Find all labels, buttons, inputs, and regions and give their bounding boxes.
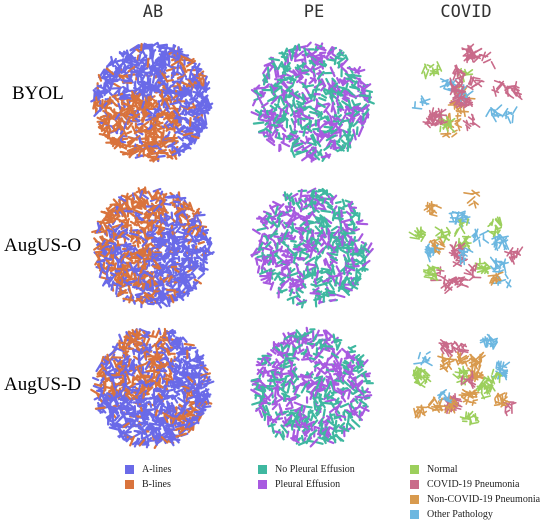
swatch-covid <box>410 480 419 489</box>
row-title-augus-o: AugUS-O <box>4 235 82 256</box>
swatch-other <box>410 510 419 519</box>
row-title-byol: BYOL <box>12 83 64 104</box>
scatter-panel-2-1 <box>408 189 524 295</box>
legend-label: No Pleural Effusion <box>275 464 355 475</box>
swatch-pe <box>258 480 267 489</box>
legend-label: Non-COVID-19 Pneumonia <box>427 494 541 505</box>
scatter-panel-2-2 <box>412 333 517 426</box>
legend-item-other-pathology: Other Pathology <box>410 508 540 521</box>
legend-pe: No Pleural Effusion Pleural Effusion <box>258 463 355 493</box>
legend-label: B-lines <box>142 479 171 490</box>
scatter-panel-1-1 <box>250 187 374 309</box>
legend-label: Normal <box>427 464 458 475</box>
legend-label: COVID-19 Pneumonia <box>427 479 520 490</box>
scatter-panel-1-0 <box>250 41 375 163</box>
column-title-ab: AB <box>142 2 164 22</box>
swatch-a-lines <box>125 465 134 474</box>
legend-item-covid-19-pneumonia: COVID-19 Pneumonia <box>410 478 540 491</box>
legend-label: Other Pathology <box>427 509 493 520</box>
row-title-augus-d: AugUS-D <box>4 374 82 395</box>
legend-label: A-lines <box>142 464 172 475</box>
legend-item-a-lines: A-lines <box>125 463 171 476</box>
legend-covid: Normal COVID-19 Pneumonia Non-COVID-19 P… <box>410 463 540 523</box>
scatter-panel-0-0 <box>90 41 214 163</box>
swatch-non-covid <box>410 495 419 504</box>
column-title-covid: COVID <box>440 2 492 22</box>
legend-ab: A-lines B-lines <box>125 463 171 493</box>
scatter-panel-0-2 <box>90 327 215 449</box>
legend-item-non-covid-19-pneumonia: Non-COVID-19 Pneumonia <box>410 493 540 506</box>
scatter-panel-1-2 <box>250 326 374 448</box>
legend-item-no-pleural-effusion: No Pleural Effusion <box>258 463 355 476</box>
legend-label: Pleural Effusion <box>275 479 341 490</box>
swatch-b-lines <box>125 480 134 489</box>
swatch-normal <box>410 465 419 474</box>
scatter-panels <box>90 41 524 449</box>
scatter-panel-2-0 <box>411 43 523 139</box>
legend-item-b-lines: B-lines <box>125 478 171 491</box>
scatter-panel-0-1 <box>91 186 215 309</box>
legend-item-normal: Normal <box>410 463 540 476</box>
column-title-pe: PE <box>303 2 325 22</box>
legend-item-pleural-effusion: Pleural Effusion <box>258 478 355 491</box>
swatch-no-pe <box>258 465 267 474</box>
